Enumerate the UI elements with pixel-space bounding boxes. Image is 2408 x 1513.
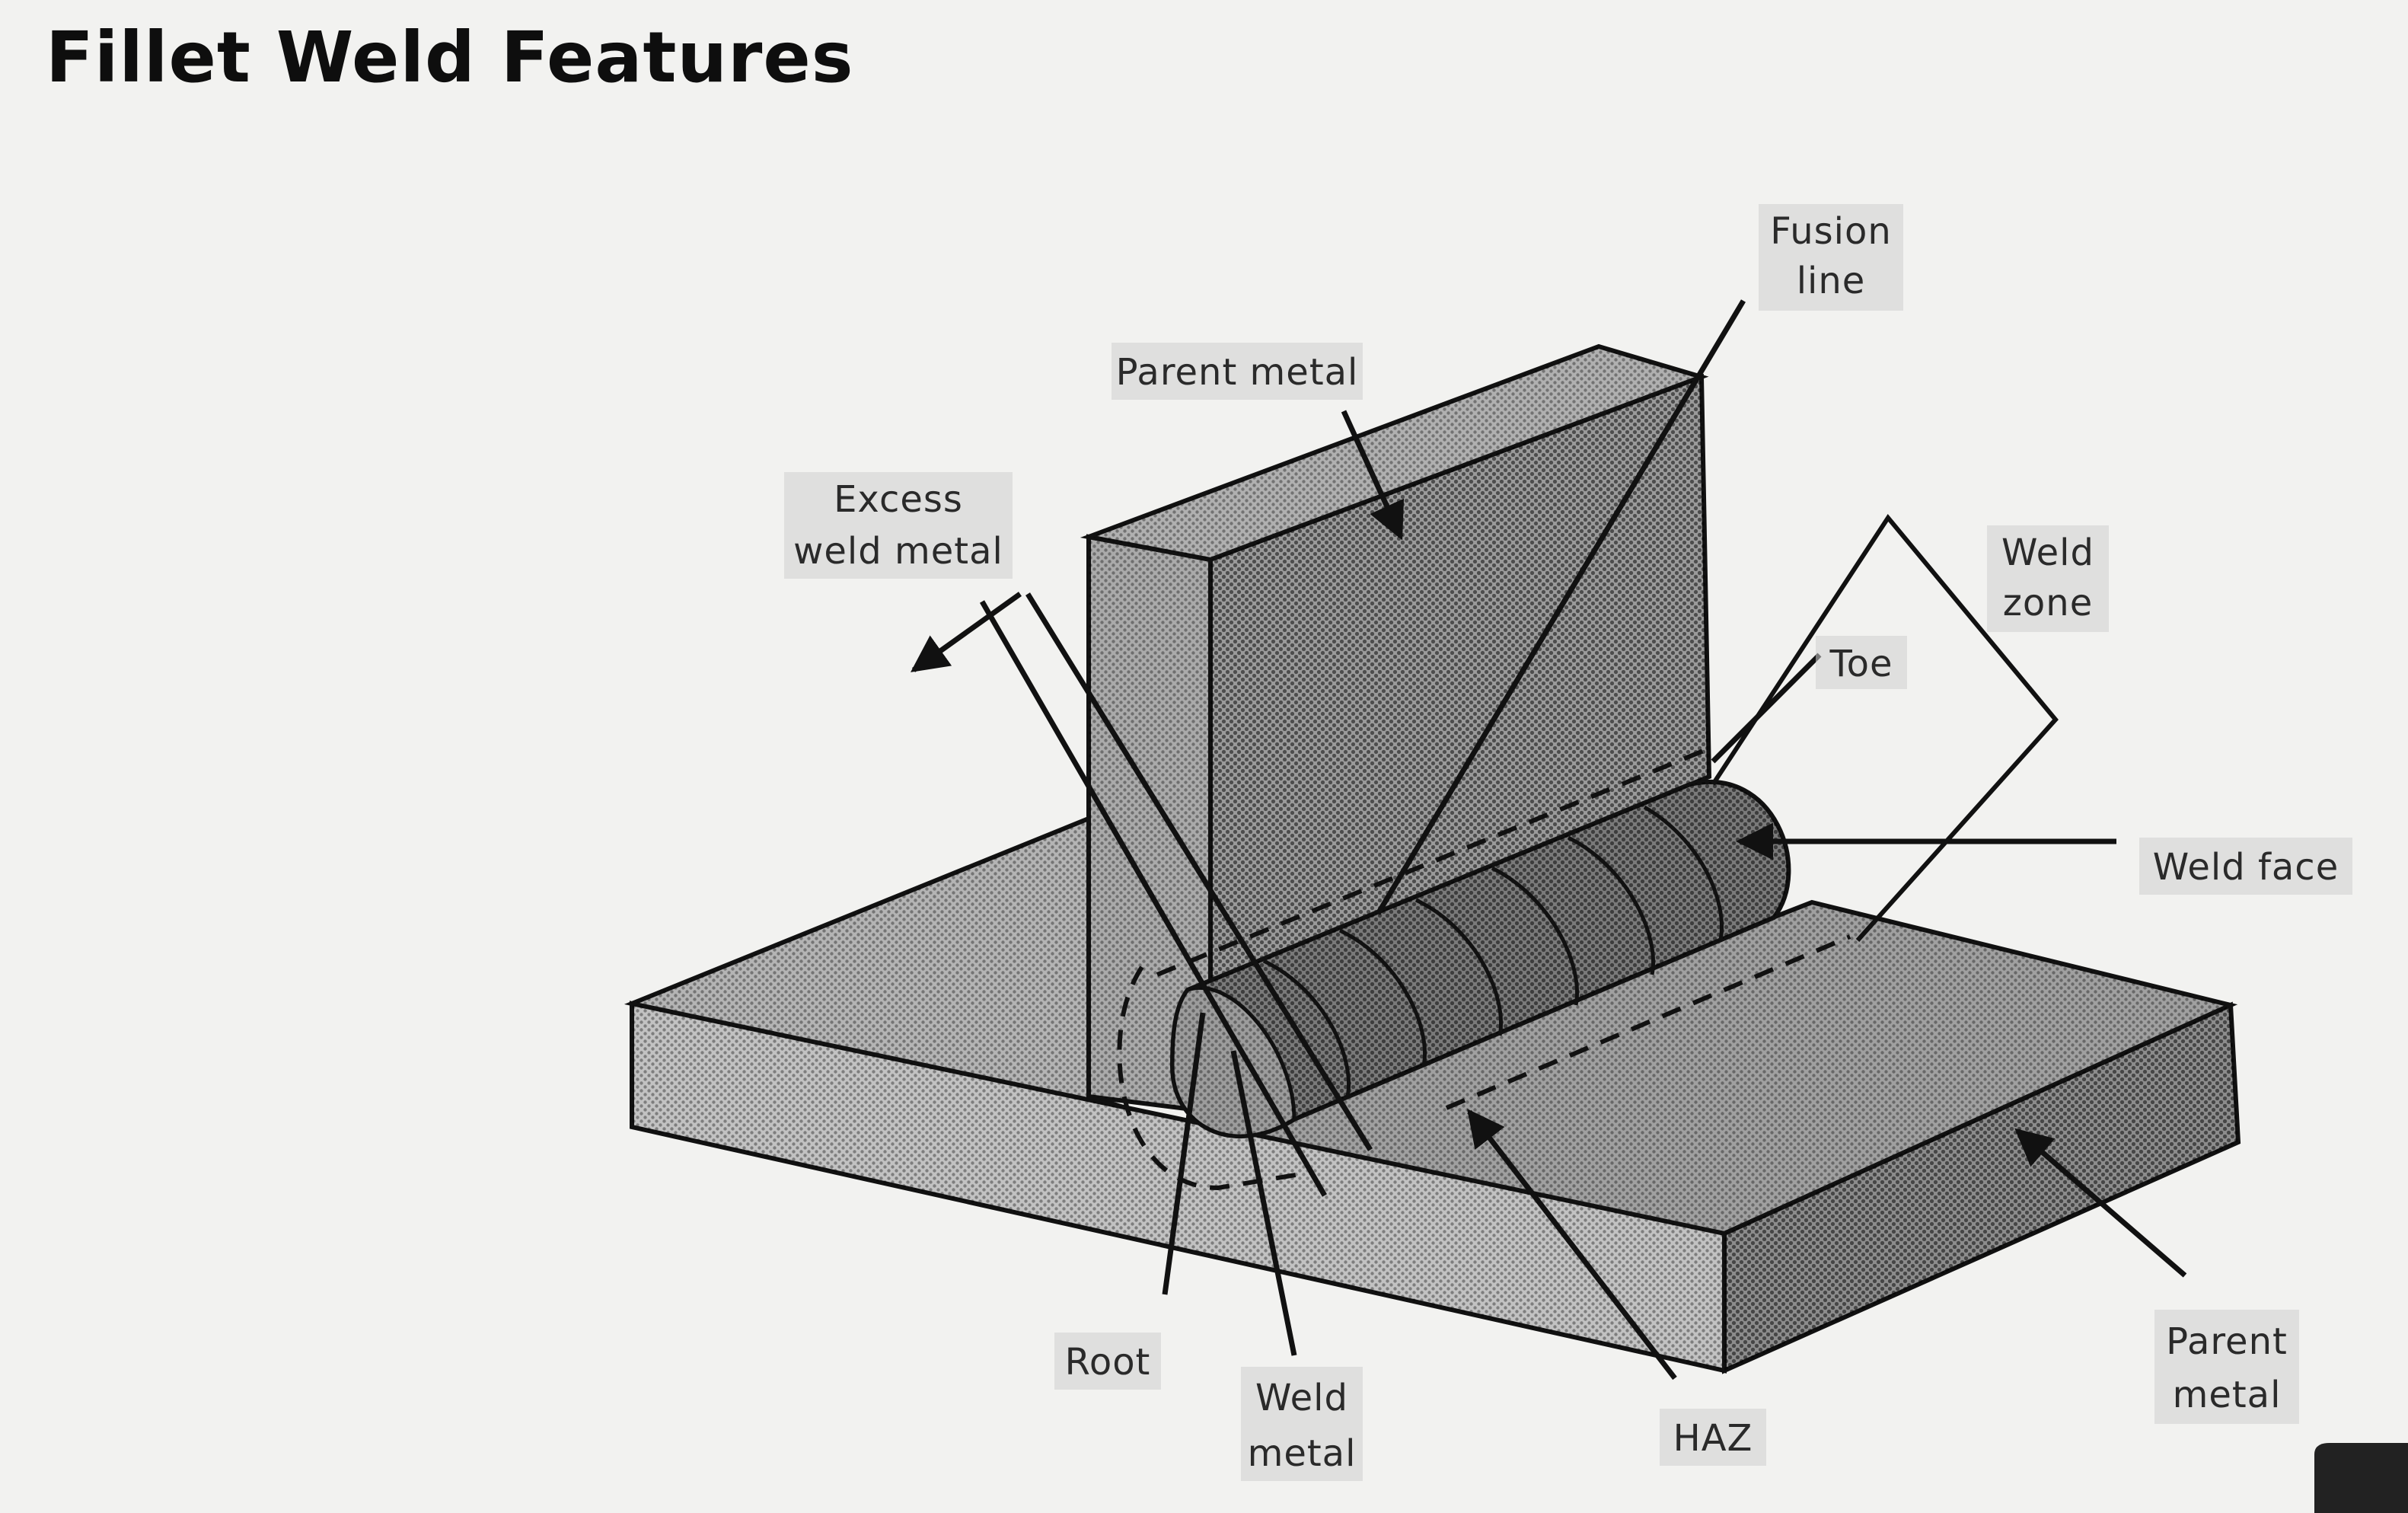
label-parent-metal-bottom: Parent metal — [2154, 1310, 2299, 1424]
leader-parent-metal-bottom — [2014, 1128, 2187, 1278]
label-parent-metal-top: Parent metal — [1112, 343, 1363, 400]
svg-text:Weld: Weld — [2001, 531, 2094, 574]
leader-haz — [1467, 1109, 1677, 1381]
svg-text:Excess: Excess — [834, 478, 963, 521]
svg-text:line: line — [1797, 260, 1866, 302]
svg-text:weld metal: weld metal — [793, 530, 1003, 573]
weld-zone-bracket — [1711, 513, 2059, 943]
svg-text:Parent metal: Parent metal — [1116, 351, 1359, 394]
label-weld-zone: Weld zone — [1987, 525, 2109, 632]
leader-root — [1162, 1012, 1206, 1295]
label-excess-weld-metal: Excess weld metal — [784, 472, 1013, 579]
svg-text:zone: zone — [2003, 582, 2094, 624]
svg-text:Weld: Weld — [1255, 1377, 1348, 1419]
svg-text:Weld face: Weld face — [2153, 846, 2339, 889]
svg-text:Toe: Toe — [1829, 643, 1893, 685]
leader-fusion-line — [1375, 299, 1746, 915]
haz-boundaries — [1117, 748, 1851, 1191]
leader-parent-metal-top — [1341, 410, 1405, 541]
weld-ripples — [1262, 805, 1724, 1097]
leader-excess-weld-metal-2 — [979, 600, 1328, 1197]
label-weld-metal: Weld metal — [1241, 1367, 1363, 1481]
svg-text:Fusion: Fusion — [1770, 210, 1892, 253]
leader-weld-metal — [1230, 1050, 1297, 1356]
leader-lines — [911, 299, 2187, 1381]
leader-excess-weld-metal-3 — [1025, 592, 1373, 1151]
vertical-plate — [1080, 343, 1712, 1115]
leader-excess-weld-metal-1 — [911, 592, 1022, 672]
svg-text:metal: metal — [2173, 1374, 2282, 1416]
svg-text:Root: Root — [1065, 1341, 1151, 1384]
label-weld-face: Weld face — [2139, 838, 2352, 895]
label-haz: HAZ — [1660, 1409, 1766, 1466]
corner-mark-icon — [2314, 1443, 2408, 1513]
svg-text:HAZ: HAZ — [1673, 1417, 1753, 1460]
label-toe: Toe — [1816, 636, 1907, 689]
leader-toe — [1711, 653, 1822, 764]
svg-text:Parent: Parent — [2166, 1320, 2288, 1363]
label-root: Root — [1054, 1333, 1161, 1390]
svg-text:metal: metal — [1248, 1432, 1357, 1475]
diagram-title: Fillet Weld Features — [46, 17, 854, 98]
label-fusion-line: Fusion line — [1759, 204, 1903, 311]
